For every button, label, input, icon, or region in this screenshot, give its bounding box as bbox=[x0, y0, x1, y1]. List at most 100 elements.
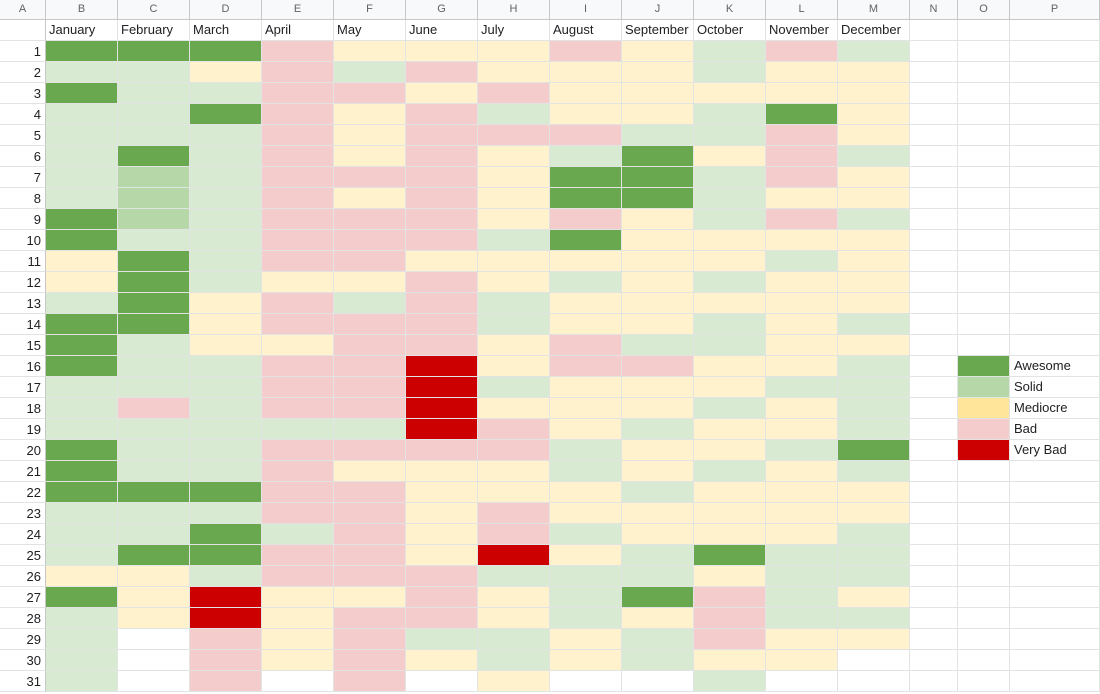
day-cell[interactable] bbox=[118, 587, 190, 608]
row-header-16[interactable]: 16 bbox=[0, 356, 46, 377]
row-header-12[interactable]: 12 bbox=[0, 272, 46, 293]
column-header-m[interactable]: M bbox=[838, 0, 910, 20]
day-cell[interactable] bbox=[766, 209, 838, 230]
day-cell[interactable] bbox=[262, 671, 334, 692]
column-header-g[interactable]: G bbox=[406, 0, 478, 20]
day-cell[interactable] bbox=[190, 356, 262, 377]
day-cell[interactable] bbox=[46, 503, 118, 524]
day-cell[interactable] bbox=[910, 629, 958, 650]
day-cell[interactable] bbox=[910, 230, 958, 251]
day-cell[interactable] bbox=[190, 209, 262, 230]
day-cell[interactable] bbox=[334, 629, 406, 650]
day-cell[interactable] bbox=[550, 230, 622, 251]
day-cell[interactable] bbox=[838, 335, 910, 356]
day-cell[interactable] bbox=[958, 251, 1010, 272]
row-header-1[interactable]: 1 bbox=[0, 41, 46, 62]
day-cell[interactable] bbox=[406, 83, 478, 104]
day-cell[interactable] bbox=[46, 104, 118, 125]
day-cell[interactable] bbox=[478, 650, 550, 671]
day-cell[interactable] bbox=[838, 230, 910, 251]
day-cell[interactable] bbox=[478, 293, 550, 314]
day-cell[interactable] bbox=[118, 629, 190, 650]
day-cell[interactable] bbox=[1010, 314, 1100, 335]
day-cell[interactable] bbox=[622, 629, 694, 650]
legend-label-bad[interactable]: Bad bbox=[1010, 419, 1100, 440]
day-cell[interactable] bbox=[910, 335, 958, 356]
day-cell[interactable] bbox=[334, 167, 406, 188]
row-header-18[interactable]: 18 bbox=[0, 398, 46, 419]
day-cell[interactable] bbox=[406, 125, 478, 146]
day-cell[interactable] bbox=[766, 671, 838, 692]
day-cell[interactable] bbox=[334, 251, 406, 272]
day-cell[interactable] bbox=[766, 125, 838, 146]
day-cell[interactable] bbox=[694, 566, 766, 587]
day-cell[interactable] bbox=[1010, 608, 1100, 629]
day-cell[interactable] bbox=[334, 272, 406, 293]
day-cell[interactable] bbox=[334, 482, 406, 503]
day-cell[interactable] bbox=[334, 230, 406, 251]
day-cell[interactable] bbox=[334, 503, 406, 524]
day-cell[interactable] bbox=[550, 545, 622, 566]
row-header-20[interactable]: 20 bbox=[0, 440, 46, 461]
day-cell[interactable] bbox=[118, 503, 190, 524]
day-cell[interactable] bbox=[910, 398, 958, 419]
day-cell[interactable] bbox=[694, 629, 766, 650]
day-cell[interactable] bbox=[910, 314, 958, 335]
day-cell[interactable] bbox=[694, 104, 766, 125]
day-cell[interactable] bbox=[910, 356, 958, 377]
day-cell[interactable] bbox=[406, 503, 478, 524]
row-header-6[interactable]: 6 bbox=[0, 146, 46, 167]
day-cell[interactable] bbox=[262, 566, 334, 587]
day-cell[interactable] bbox=[262, 629, 334, 650]
month-header-march[interactable]: March bbox=[190, 20, 262, 41]
day-cell[interactable] bbox=[910, 146, 958, 167]
day-cell[interactable] bbox=[622, 566, 694, 587]
day-cell[interactable] bbox=[910, 209, 958, 230]
day-cell[interactable] bbox=[190, 104, 262, 125]
day-cell[interactable] bbox=[766, 272, 838, 293]
row-header-10[interactable]: 10 bbox=[0, 230, 46, 251]
day-cell[interactable] bbox=[550, 461, 622, 482]
day-cell[interactable] bbox=[478, 104, 550, 125]
day-cell[interactable] bbox=[406, 608, 478, 629]
day-cell[interactable] bbox=[1010, 482, 1100, 503]
day-cell[interactable] bbox=[838, 440, 910, 461]
day-cell[interactable] bbox=[1010, 629, 1100, 650]
day-cell[interactable] bbox=[958, 650, 1010, 671]
day-cell[interactable] bbox=[622, 272, 694, 293]
day-cell[interactable] bbox=[1010, 671, 1100, 692]
day-cell[interactable] bbox=[838, 482, 910, 503]
day-cell[interactable] bbox=[190, 482, 262, 503]
day-cell[interactable] bbox=[478, 566, 550, 587]
day-cell[interactable] bbox=[766, 146, 838, 167]
day-cell[interactable] bbox=[118, 419, 190, 440]
day-cell[interactable] bbox=[478, 629, 550, 650]
row-header-2[interactable]: 2 bbox=[0, 62, 46, 83]
day-cell[interactable] bbox=[622, 608, 694, 629]
day-cell[interactable] bbox=[190, 335, 262, 356]
day-cell[interactable] bbox=[766, 230, 838, 251]
legend-label-mediocre[interactable]: Mediocre bbox=[1010, 398, 1100, 419]
column-header-k[interactable]: K bbox=[694, 0, 766, 20]
day-cell[interactable] bbox=[46, 209, 118, 230]
day-cell[interactable] bbox=[478, 41, 550, 62]
day-cell[interactable] bbox=[262, 356, 334, 377]
day-cell[interactable] bbox=[46, 188, 118, 209]
day-cell[interactable] bbox=[478, 377, 550, 398]
day-cell[interactable] bbox=[478, 461, 550, 482]
day-cell[interactable] bbox=[190, 440, 262, 461]
row-header-5[interactable]: 5 bbox=[0, 125, 46, 146]
day-cell[interactable] bbox=[766, 41, 838, 62]
day-cell[interactable] bbox=[550, 83, 622, 104]
day-cell[interactable] bbox=[910, 545, 958, 566]
day-cell[interactable] bbox=[406, 419, 478, 440]
day-cell[interactable] bbox=[1010, 167, 1100, 188]
day-cell[interactable] bbox=[958, 629, 1010, 650]
day-cell[interactable] bbox=[838, 146, 910, 167]
day-cell[interactable] bbox=[694, 482, 766, 503]
month-header-february[interactable]: February bbox=[118, 20, 190, 41]
day-cell[interactable] bbox=[958, 272, 1010, 293]
day-cell[interactable] bbox=[334, 146, 406, 167]
day-cell[interactable] bbox=[766, 377, 838, 398]
column-header-n[interactable]: N bbox=[910, 0, 958, 20]
